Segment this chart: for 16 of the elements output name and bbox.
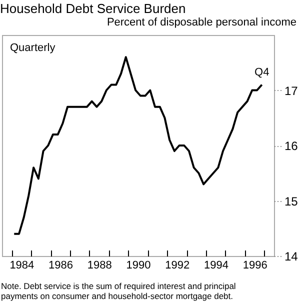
y-axis-title: Percent of disposable personal income (106, 16, 296, 28)
x-tick-label: 1986 (48, 260, 74, 272)
y-tick-label: 16 (284, 139, 298, 153)
x-tick-label: 1990 (126, 260, 151, 272)
annotation: Q4 (254, 66, 270, 79)
x-tick-label: 1994 (204, 260, 228, 272)
y-tick-label: 15 (284, 194, 298, 208)
y-tick-label: 17 (284, 84, 298, 98)
x-tick-label: 1992 (165, 260, 190, 272)
chart-title: Household Debt Service Burden (0, 1, 186, 16)
y-tick-label: 14 (284, 250, 298, 264)
text: Note. Debt service is the sum of required interest and principal payments on consumer and household-sector mortgage debt. (1, 281, 236, 301)
x-tick-label: 1988 (87, 260, 112, 272)
annotation: Quarterly (10, 42, 56, 54)
x-tick-label: 1996 (242, 260, 268, 272)
x-tick-label: 1984 (10, 260, 34, 272)
